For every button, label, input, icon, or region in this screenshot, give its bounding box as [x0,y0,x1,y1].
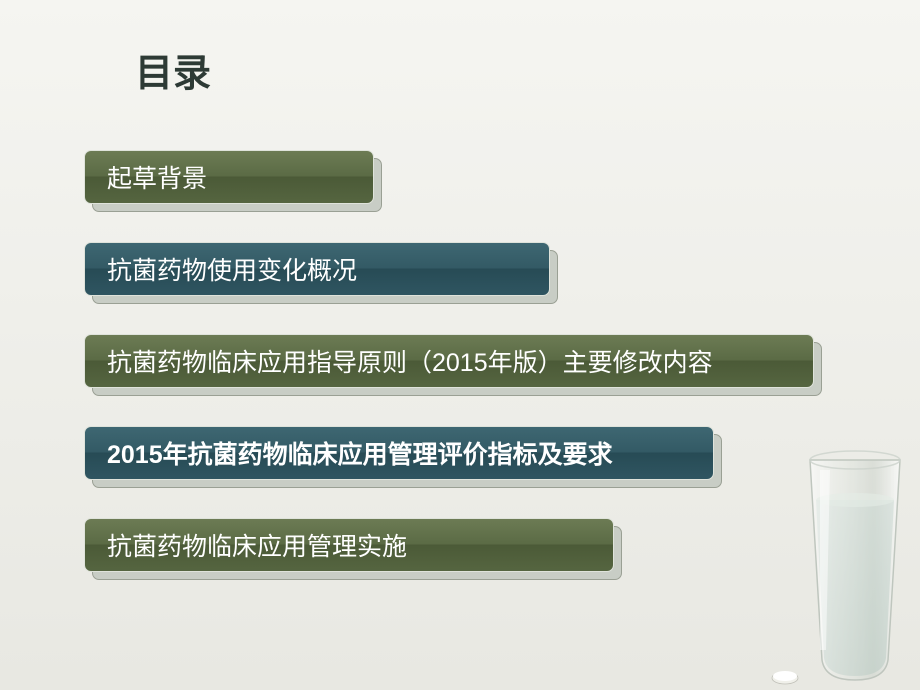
toc-item: 抗菌药物临床应用指导原则（2015年版）主要修改内容 [84,334,814,388]
toc-item: 抗菌药物临床应用管理实施 [84,518,814,572]
page-title: 目录 [135,42,211,97]
toc-item-label: 抗菌药物临床应用管理实施 [107,527,407,563]
toc-bar: 2015年抗菌药物临床应用管理评价指标及要求 [84,426,714,480]
toc-item-label: 起草背景 [107,159,207,195]
toc-item: 起草背景 [84,150,814,204]
toc-item: 2015年抗菌药物临床应用管理评价指标及要求 [84,426,814,480]
toc-item-label: 2015年抗菌药物临床应用管理评价指标及要求 [107,435,613,471]
toc-bar: 抗菌药物临床应用指导原则（2015年版）主要修改内容 [84,334,814,388]
toc-list: 起草背景抗菌药物使用变化概况抗菌药物临床应用指导原则（2015年版）主要修改内容… [84,150,814,610]
toc-bar: 抗菌药物使用变化概况 [84,242,550,296]
toc-item-label: 抗菌药物临床应用指导原则（2015年版）主要修改内容 [107,343,713,379]
toc-item: 抗菌药物使用变化概况 [84,242,814,296]
toc-bar: 起草背景 [84,150,374,204]
toc-bar: 抗菌药物临床应用管理实施 [84,518,614,572]
toc-item-label: 抗菌药物使用变化概况 [107,251,357,287]
